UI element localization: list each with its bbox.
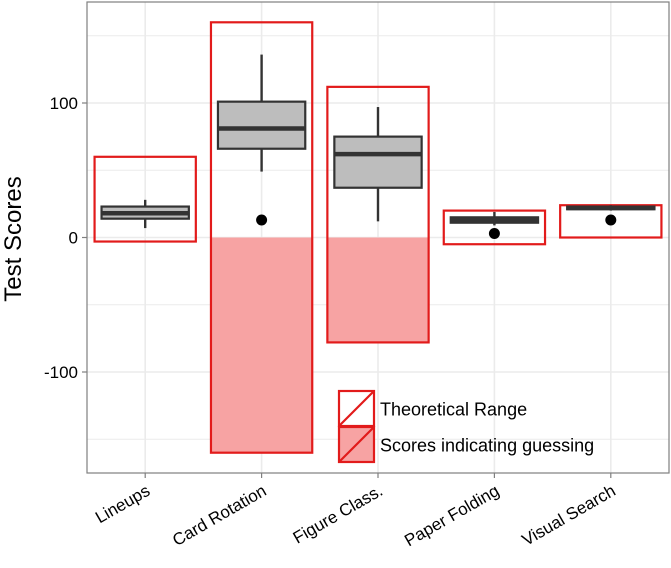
theoretical-range-rect bbox=[209, 21, 314, 454]
x-tick-label: Card Rotation bbox=[169, 481, 269, 550]
legend-key-slash bbox=[338, 426, 375, 463]
box-iqr bbox=[333, 135, 423, 189]
legend-label: Theoretical Range bbox=[380, 400, 527, 420]
x-tick-label: Paper Folding bbox=[401, 481, 502, 550]
y-tick-label: 0 bbox=[69, 229, 78, 248]
guessing-point bbox=[256, 214, 268, 226]
theoretical-range-rect bbox=[326, 85, 430, 344]
box-iqr bbox=[216, 100, 307, 150]
theoretical-range-rect bbox=[93, 155, 197, 243]
y-tick-label: -100 bbox=[44, 363, 78, 382]
legend-label: Scores indicating guessing bbox=[380, 436, 594, 456]
legend: Theoretical Range Scores indicating guess… bbox=[337, 389, 594, 464]
box-plots bbox=[100, 54, 656, 229]
theoretical-range-rects bbox=[93, 21, 663, 454]
legend-key-slash bbox=[338, 390, 375, 427]
theoretical-range-rect bbox=[442, 209, 547, 246]
y-tick-label: 100 bbox=[50, 94, 78, 113]
y-axis: -100 0 100 bbox=[44, 94, 87, 382]
guessing-point bbox=[605, 214, 617, 226]
x-tick-label: Visual Search bbox=[519, 481, 619, 550]
x-tick-label: Lineups bbox=[92, 481, 153, 527]
guessing-region-rect bbox=[327, 237, 429, 343]
x-axis: Lineups Card Rotation Figure Class. Paper F… bbox=[92, 473, 619, 550]
guessing-point bbox=[488, 227, 500, 239]
y-axis-title: Test Scores bbox=[0, 176, 27, 301]
guessing-region-rect bbox=[210, 237, 313, 453]
x-tick-label: Figure Class. bbox=[290, 481, 386, 548]
guessing-points bbox=[256, 214, 617, 239]
